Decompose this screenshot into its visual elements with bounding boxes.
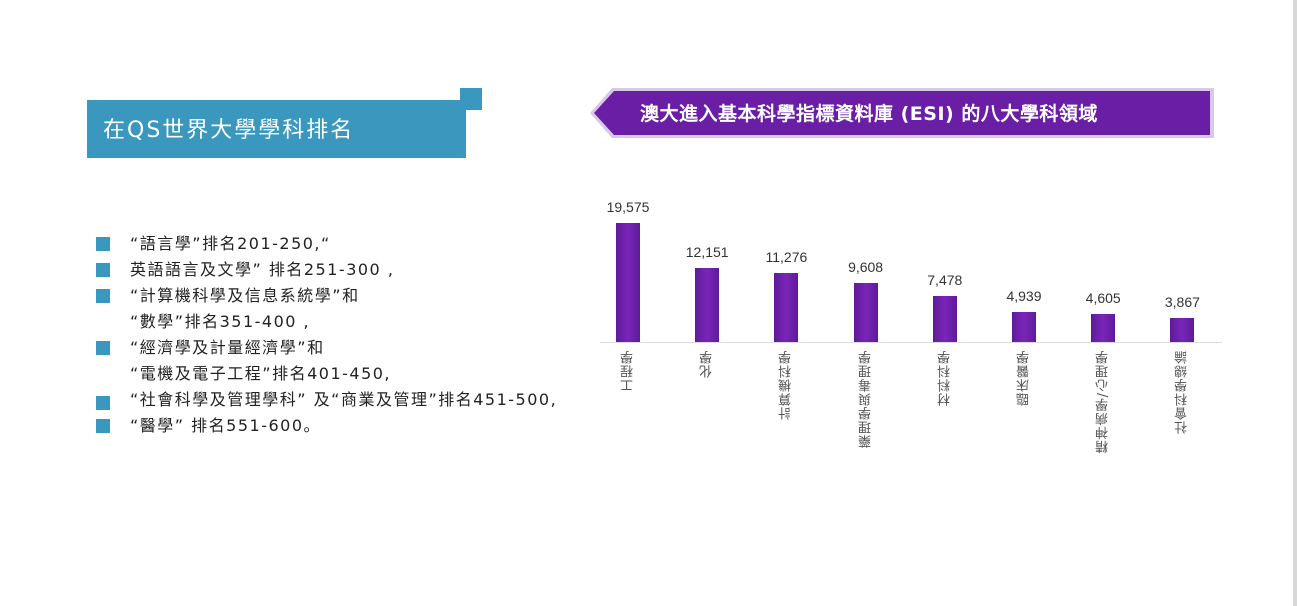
bar [853,283,878,342]
bar-value-label: 4,605 [1085,290,1121,306]
list-item: “經濟學及計量經濟學”和 “電機及電子工程”排名401-450, [96,336,656,388]
list-item: “計算機科學及信息系統學”和 “數學”排名351-400 , [96,284,656,336]
square-bullet-icon [96,263,110,277]
bar [1091,314,1116,342]
square-bullet-icon [96,419,110,433]
category-label: 精神病學/心理學 [1096,350,1112,454]
bar-value-label: 4,939 [1006,288,1042,304]
bar [616,223,640,342]
list-item-text: 英語語言及文學” 排名251-300 , [130,260,395,279]
list-item-text: “電機及電子工程”排名401-450, [130,364,392,383]
list-item-text: “計算機科學及信息系統學”和 [130,286,360,305]
bar-column: 11,276 計算機科學 [756,180,816,500]
category-label: 計算機科學 [779,350,795,420]
bar-value-label: 3,867 [1164,294,1200,310]
bar-column: 4,939 臨床醫學 [994,180,1054,500]
list-item-text: “語言學”排名201-250,“ [130,234,331,253]
bar-value-label: 11,276 [765,249,808,265]
list-item-text: “經濟學及計量經濟學”和 [130,338,325,357]
bar-column: 3,867 社會科學總論 [1152,180,1212,500]
bar-column: 7,478 材料科學 [915,180,975,500]
qs-ranking-title: 在QS世界大學學科排名 [103,118,355,143]
bar-column: 12,151 化學 [677,180,737,500]
square-bullet-icon [96,289,110,303]
x-axis-line [600,342,1222,343]
square-bullet-icon [96,341,110,355]
bar-column: 9,608 藥理學與毒理學 [836,180,896,500]
bar-value-label: 12,151 [685,244,729,260]
category-label: 臨床醫學 [1017,350,1032,406]
list-item: 英語語言及文學” 排名251-300 , [96,258,656,284]
list-item-text: “醫學” 排名551-600。 [130,416,322,435]
category-label: 藥理學與毒理學 [858,350,874,448]
square-bullet-icon [96,237,110,251]
chart-title-banner: 澳大進入基本科學指標資料庫 (ESI) 的八大學科領域 [588,86,1216,140]
arrow-banner-shape [590,88,1214,138]
qs-ranking-header: 在QS世界大學學科排名 [87,100,466,158]
category-label: 材料科學 [937,350,953,406]
list-item-text: “社會科學及管理學科” 及“商業及管理”排名451-500, [130,390,558,409]
list-item: “語言學”排名201-250,“ [96,232,656,258]
list-item-text: “數學”排名351-400 , [130,312,311,331]
ranking-list: “語言學”排名201-250,“ 英語語言及文學” 排名251-300 , “計… [96,232,656,440]
bar [774,273,799,342]
list-item: “社會科學及管理學科” 及“商業及管理”排名451-500, [96,388,656,414]
page-right-border [1293,0,1297,606]
category-label: 化學 [700,350,716,378]
bar-value-label: 19,575 [606,199,650,215]
category-label: 社會科學總論 [1175,350,1191,434]
bar [932,296,957,342]
bar-column: 4,605 精神病學/心理學 [1073,180,1133,500]
bar [695,268,720,342]
bar-chart: 19,575 工程學 12,151 化學 11,276 計算機科學 9,608 藥理學與毒理學… [590,180,1230,500]
bar-value-label: 9,608 [848,259,884,275]
bar [1170,318,1195,342]
chart-title: 澳大進入基本科學指標資料庫 (ESI) 的八大學科領域 [640,103,1098,125]
bar-column: 19,575 工程學 [598,180,658,500]
square-bullet-icon [96,396,110,410]
bar [1012,312,1036,342]
category-label: 工程學 [621,350,636,392]
list-item: “醫學” 排名551-600。 [96,414,656,440]
bar-value-label: 7,478 [927,272,963,288]
